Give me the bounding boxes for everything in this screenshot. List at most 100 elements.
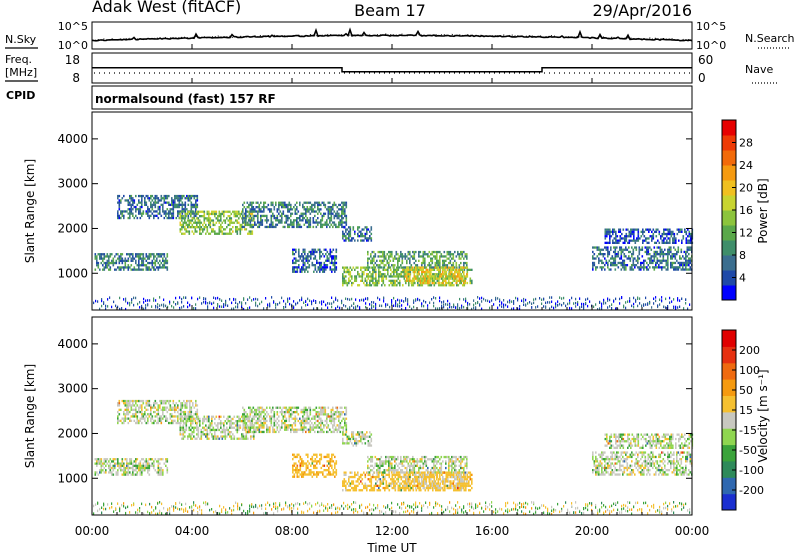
echo-cell	[323, 212, 325, 215]
echo-cell	[260, 221, 262, 224]
echo-cell	[287, 217, 289, 220]
echo-cell	[341, 201, 343, 204]
echo-cell	[236, 212, 239, 216]
clutter-cell	[243, 307, 245, 311]
echo-cell	[367, 259, 369, 262]
echo-cell	[100, 255, 103, 258]
echo-cell	[649, 235, 652, 238]
echo-cell	[635, 248, 638, 251]
echo-cell	[640, 268, 642, 271]
clutter-cell	[423, 299, 425, 303]
echo-cell	[638, 257, 641, 260]
clutter-cell	[321, 302, 323, 306]
echo-cell	[319, 248, 321, 251]
echo-cell	[183, 410, 185, 414]
clutter-cell	[601, 305, 603, 308]
echo-cell	[625, 235, 628, 238]
echo-cell	[184, 232, 186, 235]
echo-cell	[205, 435, 207, 438]
echo-cell	[670, 248, 672, 251]
echo-cell	[375, 277, 377, 280]
echo-cell	[317, 261, 320, 265]
echo-cell	[147, 205, 149, 209]
echo-cell	[318, 203, 321, 207]
echo-cell	[320, 255, 323, 258]
echo-cell	[428, 281, 431, 285]
echo-cell	[385, 257, 387, 260]
echo-cell	[403, 277, 406, 280]
echo-cell	[115, 261, 118, 265]
echo-cell	[637, 228, 640, 231]
echo-cell	[144, 419, 146, 422]
echo-cell	[418, 266, 420, 269]
clutter-cell	[463, 298, 465, 301]
echo-cell	[640, 230, 643, 233]
echo-cell	[297, 428, 300, 431]
echo-cell	[302, 430, 304, 434]
clutter-cell	[131, 298, 133, 301]
echo-cell	[609, 239, 611, 242]
echo-cell	[466, 261, 468, 265]
echo-cell	[383, 266, 386, 269]
echo-cell	[269, 426, 271, 429]
echo-cell	[132, 415, 134, 418]
echo-cell	[675, 237, 677, 240]
echo-cell	[212, 415, 215, 418]
echo-cell	[206, 431, 209, 434]
echo-cell	[133, 469, 136, 472]
echo-cell	[653, 253, 656, 256]
echo-cell	[343, 226, 346, 229]
echo-cell	[190, 424, 192, 427]
echo-cell	[132, 402, 134, 405]
echo-cell	[212, 210, 215, 213]
echo-cell	[127, 471, 130, 474]
echo-cell	[296, 408, 298, 412]
echo-cell	[291, 417, 294, 420]
echo-cell	[157, 469, 160, 472]
echo-cell	[469, 281, 472, 285]
echo-cell	[166, 410, 169, 414]
echo-cell	[308, 406, 310, 409]
echo-cell	[308, 219, 310, 222]
echo-cell	[614, 259, 617, 262]
echo-cell	[372, 270, 374, 274]
echo-cell	[348, 279, 350, 282]
ytick-label: 2000	[57, 221, 88, 235]
echo-cell	[190, 194, 193, 198]
echo-cell	[635, 246, 638, 249]
echo-cell	[462, 284, 464, 287]
echo-cell	[211, 424, 213, 427]
echo-cell	[305, 219, 307, 222]
echo-cell	[434, 250, 437, 254]
echo-cell	[645, 228, 647, 231]
echo-cell	[341, 223, 343, 226]
echo-cell	[177, 212, 179, 215]
echo-cell	[199, 437, 201, 440]
echo-cell	[129, 410, 131, 414]
echo-cell	[442, 264, 444, 267]
echo-cell	[429, 266, 431, 269]
clutter-cell	[551, 296, 553, 299]
echo-cell	[415, 277, 417, 280]
echo-cell	[314, 250, 317, 254]
echo-cell	[179, 228, 182, 231]
echo-cell	[673, 237, 676, 240]
echo-cell	[614, 255, 617, 258]
echo-cell	[633, 228, 635, 231]
colorbar-swatch	[722, 165, 736, 181]
echo-cell	[306, 413, 309, 416]
echo-cell	[360, 232, 362, 236]
echo-cell	[345, 219, 348, 222]
echo-cell	[257, 212, 259, 215]
echo-cell	[293, 406, 295, 409]
echo-cell	[328, 257, 330, 260]
clutter-cell	[391, 299, 393, 302]
echo-cell	[299, 257, 302, 260]
echo-cell	[288, 415, 291, 418]
clutter-cell	[127, 301, 129, 305]
echo-cell	[452, 273, 455, 276]
echo-cell	[297, 225, 300, 229]
echo-cell	[276, 214, 279, 218]
echo-cell	[299, 223, 301, 226]
echo-cell	[349, 226, 352, 229]
